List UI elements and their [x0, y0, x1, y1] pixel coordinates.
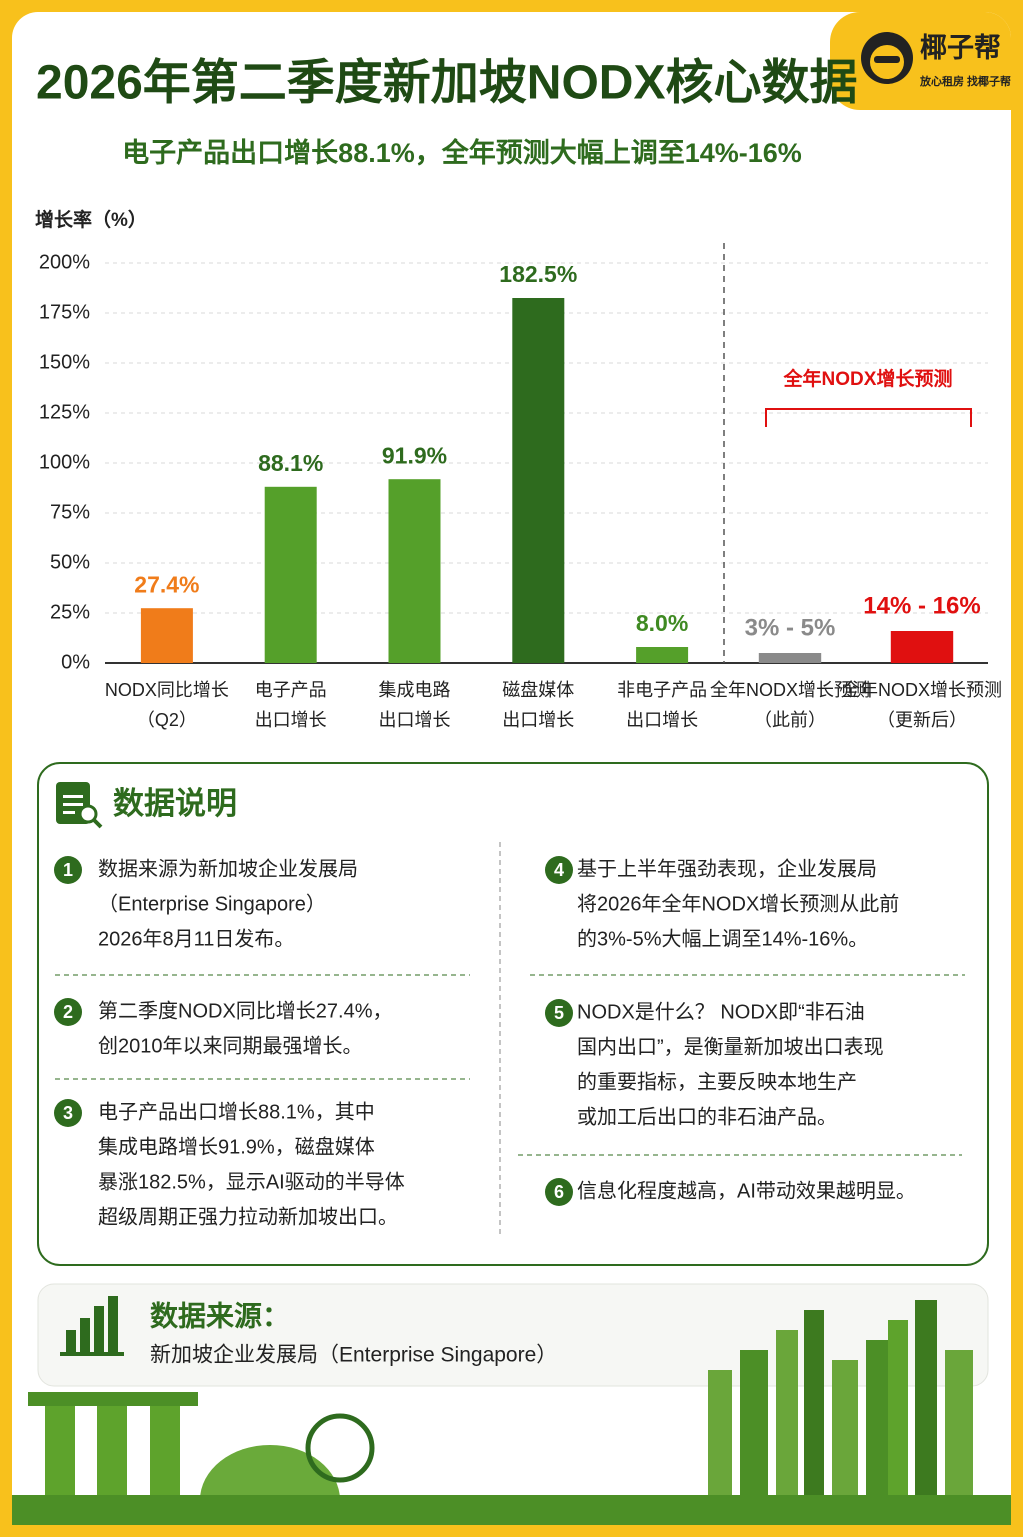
notes-title: 数据说明: [113, 786, 237, 821]
note-text: 国内出口”，是衡量新加坡出口表现: [577, 1035, 884, 1058]
bar: [512, 298, 565, 663]
bar: [636, 647, 689, 663]
note-text: 将2026年全年NODX增长预测从此前: [577, 892, 899, 915]
note-number: 4: [554, 860, 564, 880]
logo-name: 椰子帮: [920, 33, 1001, 63]
x-tick-label: 全年NODX增长预测: [842, 680, 1002, 700]
forecast-bar: [758, 653, 822, 663]
note-text: 数据来源为新加坡企业发展局: [98, 857, 358, 880]
note-number: 2: [63, 1002, 73, 1022]
note-badge: [545, 999, 573, 1027]
x-tick-label: 出口增长: [255, 710, 327, 730]
annotation-bracket: [765, 408, 972, 427]
y-tick-label: 175%: [39, 301, 90, 323]
subtitle: 电子产品出口增长88.1%，全年预测大幅上调至14%-16%: [122, 137, 802, 168]
bar: [140, 608, 193, 663]
chart: 0% 25% 50% 75% 100% 125% 150% 175% 200% 27.4% NODX…: [39, 243, 1002, 730]
forecast-bar: [890, 631, 954, 663]
source-text: 新加坡企业发展局（Enterprise Singapore）: [150, 1344, 557, 1367]
bar: [388, 479, 441, 663]
note-text: 电子产品出口增长88.1%，其中: [98, 1100, 375, 1123]
note-text: 创2010年以来同期最强增长。: [98, 1034, 363, 1057]
value-label: 182.5%: [499, 261, 577, 287]
note-number: 1: [63, 860, 73, 880]
y-tick-label: 0%: [61, 651, 90, 673]
y-tick-label: 50%: [50, 551, 90, 573]
note-number: 5: [554, 1003, 564, 1023]
source-icon: [60, 1296, 124, 1356]
note-badge: [545, 856, 573, 884]
x-tick-label: （此前）: [754, 710, 826, 730]
bar: [264, 486, 317, 663]
skyline: [12, 1300, 1011, 1525]
x-tick-label: （更新后）: [877, 710, 967, 730]
logo-slogan: 放心租房 找椰子帮: [919, 74, 1011, 88]
note-number: 6: [554, 1182, 564, 1202]
y-tick-label: 200%: [39, 251, 90, 273]
notes-box: [37, 762, 989, 1266]
source-title: 数据来源：: [150, 1300, 290, 1331]
x-tick-label: 出口增长: [379, 710, 451, 730]
value-label: 88.1%: [258, 450, 323, 476]
value-label: 14% - 16%: [863, 592, 980, 619]
y-tick-label: 125%: [39, 401, 90, 423]
x-tick-label: NODX同比增长: [105, 680, 229, 700]
x-tick-label: 磁盘媒体: [502, 680, 574, 700]
note-text: 或加工后出口的非石油产品。: [577, 1105, 837, 1128]
x-tick-label: 全年NODX增长预测: [710, 680, 870, 700]
y-tick-label: 150%: [39, 351, 90, 373]
note-text: 基于上半年强劲表现，企业发展局: [577, 857, 877, 880]
x-tick-label: 非电子产品: [617, 680, 707, 700]
x-tick-label: 集成电路: [379, 680, 451, 700]
note-text: 的重要指标，主要反映本地生产: [577, 1070, 857, 1093]
notes: 1 数据来源为新加坡企业发展局 （Enterprise Singapore） 2026…: [54, 842, 965, 1235]
note-text: 集成电路增长91.9%，磁盘媒体: [98, 1135, 375, 1158]
note-text: 第二季度NODX同比增长27.4%，: [98, 999, 393, 1022]
value-label: 27.4%: [134, 571, 199, 597]
value-label: 8.0%: [636, 610, 688, 636]
x-tick-label: 出口增长: [502, 710, 574, 730]
note-text: 暴涨182.5%，显示AI驱动的半导体: [98, 1170, 405, 1193]
note-number: 3: [63, 1103, 73, 1123]
note-text: （Enterprise Singapore）: [98, 892, 326, 915]
note-badge: [54, 1099, 82, 1127]
x-tick-label: （Q2）: [137, 710, 197, 730]
note-badge: [54, 998, 82, 1026]
note-text: 超级周期正强力拉动新加坡出口。: [98, 1205, 398, 1228]
y-axis-label: 增长率（%）: [35, 208, 147, 231]
y-tick-label: 75%: [50, 501, 90, 523]
note-badge: [545, 1178, 573, 1206]
logo-glasses: [874, 56, 900, 63]
note-text: 信息化程度越高，AI带动效果越明显。: [577, 1179, 916, 1202]
y-tick-label: 100%: [39, 451, 90, 473]
notes-icon: [56, 782, 103, 829]
y-tick-label: 25%: [50, 601, 90, 623]
value-label: 3% - 5%: [745, 614, 836, 641]
x-tick-label: 电子产品: [255, 680, 327, 700]
annotation: 全年NODX增长预测: [783, 367, 953, 390]
value-label: 91.9%: [382, 442, 447, 468]
note-badge: [54, 856, 82, 884]
note-text: 2026年8月11日发布。: [98, 927, 294, 950]
x-tick-label: 出口增长: [626, 710, 698, 730]
note-text: 的3%-5%大幅上调至14%-16%。: [577, 927, 868, 950]
note-text: NODX是什么？ NODX即“非石油: [577, 1000, 865, 1023]
title: 2026年第二季度新加坡NODX核心数据: [36, 57, 857, 110]
